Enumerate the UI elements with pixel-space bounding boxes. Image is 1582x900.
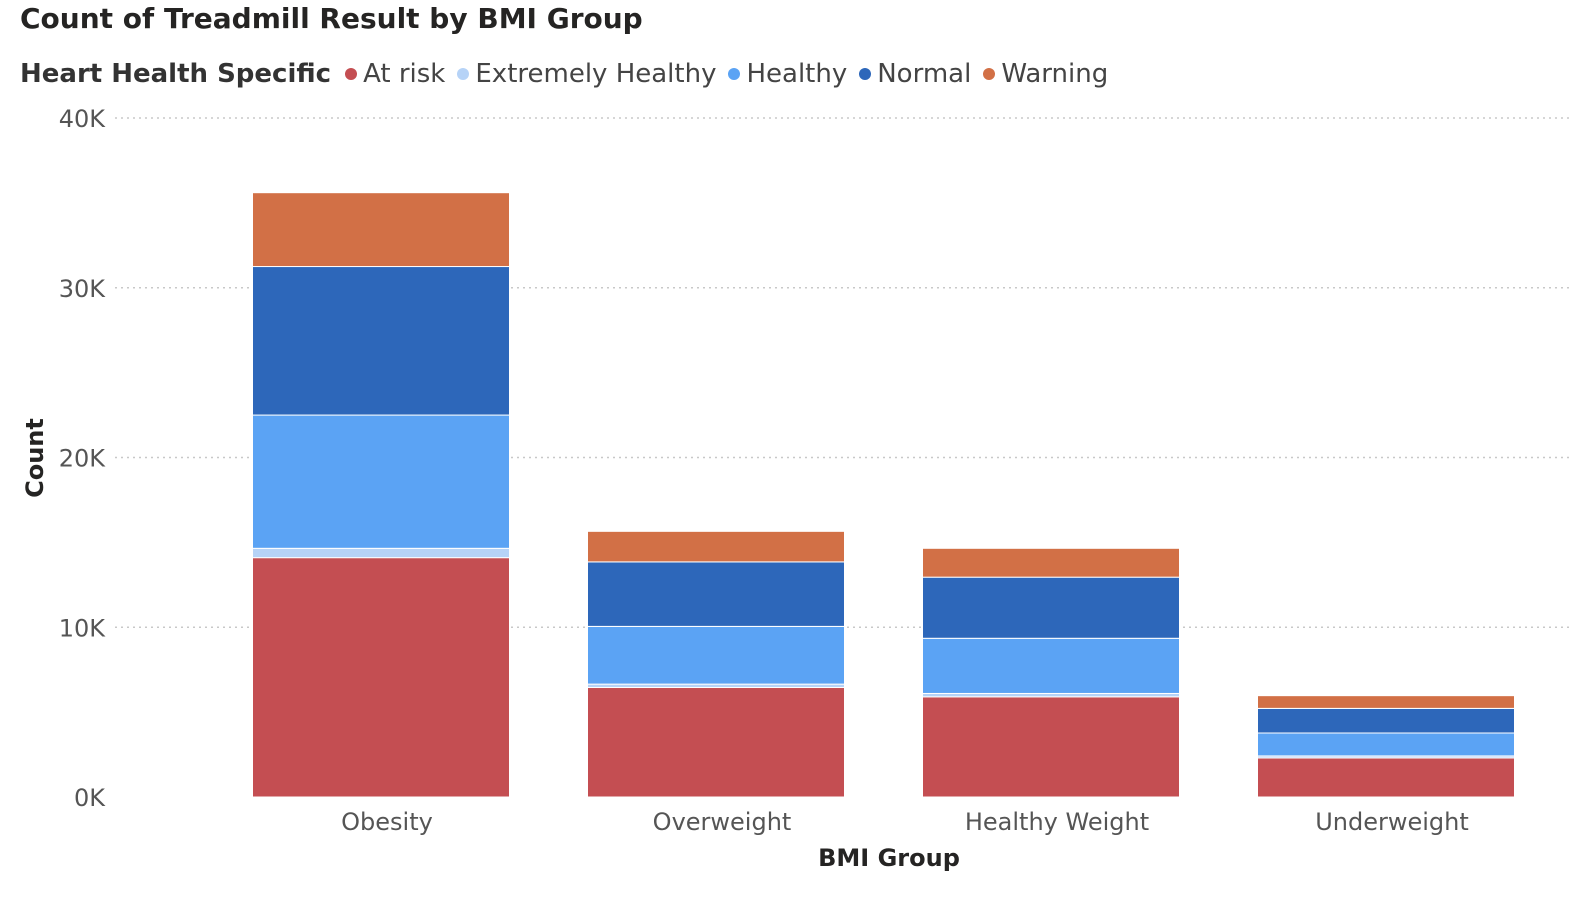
bar-segment[interactable] (1257, 732, 1515, 757)
y-tick-label: 30K (59, 275, 107, 303)
bar-segment[interactable] (587, 561, 845, 627)
legend-label: Normal (877, 59, 972, 89)
bar-segment[interactable] (252, 414, 510, 549)
y-tick-label: 0K (74, 784, 106, 812)
legend-dot-icon (728, 68, 741, 80)
bar-segment[interactable] (1257, 695, 1515, 709)
y-axis-title: Count (21, 418, 49, 498)
legend-dot-icon (457, 68, 470, 80)
x-axis-ticks: Obesity Overweight Healthy Weight Underweig… (341, 808, 1469, 836)
bar-segment[interactable] (587, 625, 845, 685)
x-tick-label: Obesity (341, 808, 433, 836)
y-axis-ticks: 0K 10K 20K 30K 40K (59, 105, 107, 812)
legend-dot-icon (859, 68, 872, 80)
bar-segment[interactable] (587, 687, 845, 798)
legend-label: Warning (1001, 59, 1109, 89)
legend-item[interactable]: Normal (859, 59, 971, 89)
bar-segment[interactable] (922, 576, 1180, 639)
x-tick-label: Overweight (653, 808, 792, 836)
chart-legend: Heart Health Specific At risk Extremely H… (20, 56, 1120, 92)
x-axis-title: BMI Group (818, 844, 960, 872)
y-tick-label: 40K (59, 105, 107, 133)
bar-segment[interactable] (1257, 757, 1515, 798)
legend-item[interactable]: Healthy (728, 59, 847, 89)
legend-dot-icon (983, 68, 996, 80)
bars (252, 192, 1515, 798)
legend-title: Heart Health Specific (20, 59, 332, 89)
bar-segment[interactable] (252, 557, 510, 798)
legend-label: At risk (363, 59, 446, 89)
legend-dot-icon (345, 68, 358, 80)
x-tick-label: Healthy Weight (965, 808, 1149, 836)
y-tick-label: 10K (59, 614, 107, 642)
x-tick-label: Underweight (1315, 808, 1469, 836)
bar-segment[interactable] (922, 637, 1180, 694)
bar-segment[interactable] (587, 530, 845, 563)
legend-item[interactable]: Warning (983, 59, 1108, 89)
bar-segment[interactable] (922, 696, 1180, 798)
bar-segment[interactable] (922, 547, 1180, 578)
bar-segment[interactable] (1257, 707, 1515, 734)
bar-segment[interactable] (587, 683, 845, 689)
chart-title: Count of Treadmill Result by BMI Group (20, 2, 643, 35)
legend-item[interactable]: At risk (345, 59, 445, 89)
legend-label: Extremely Healthy (475, 59, 717, 89)
bar-segment[interactable] (922, 692, 1180, 698)
bar-segment[interactable] (252, 266, 510, 416)
bar-segment[interactable] (252, 192, 510, 268)
legend-item[interactable]: Extremely Healthy (457, 59, 716, 89)
bar-segment[interactable] (252, 547, 510, 559)
y-tick-label: 20K (59, 445, 107, 473)
legend-label: Healthy (746, 59, 848, 89)
